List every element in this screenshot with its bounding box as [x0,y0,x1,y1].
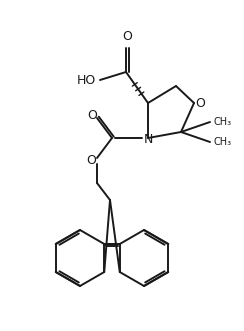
Text: N: N [143,132,153,146]
Text: CH₃: CH₃ [213,137,231,147]
Text: O: O [122,30,132,43]
Text: O: O [86,154,96,166]
Text: O: O [195,97,205,110]
Text: CH₃: CH₃ [213,117,231,127]
Text: HO: HO [77,73,96,86]
Text: O: O [87,109,97,121]
